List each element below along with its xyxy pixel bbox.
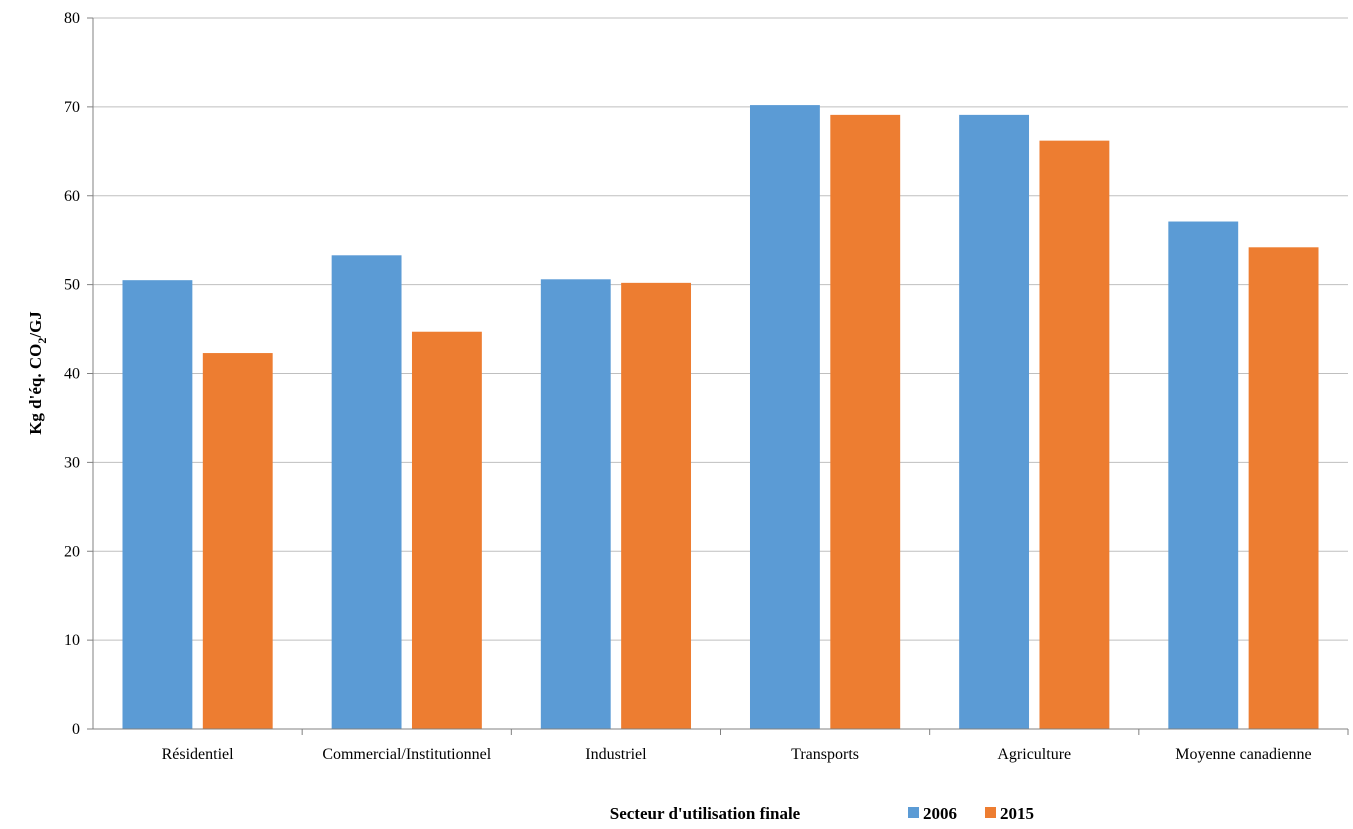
bar-2015-1: [411, 331, 482, 729]
bar-2015-4: [1039, 140, 1110, 729]
legend: 2006 2015: [908, 804, 1034, 823]
y-tick-label: 40: [64, 366, 80, 383]
y-tick-label: 30: [64, 454, 80, 471]
legend-label-2006: 2006: [923, 804, 957, 823]
x-tick-labels: Résidentiel Commercial/Institutionnel Indu…: [162, 746, 1312, 763]
bar-2006-1: [331, 255, 402, 729]
y-tick-label: 0: [72, 721, 80, 738]
y-tick-labels: 0 10 20 30 40 50 60 70 80: [64, 10, 80, 738]
x-tick-label: Moyenne canadienne: [1175, 746, 1311, 763]
x-tick-label: Commercial/Institutionnel: [322, 746, 491, 763]
bar-2015-5: [1248, 247, 1319, 730]
legend-swatch-2015: [985, 807, 996, 818]
bar-2015-0: [202, 353, 273, 729]
x-tick-label: Industriel: [585, 746, 647, 763]
bar-2015-3: [830, 114, 901, 729]
y-axis-title: Kg d'éq. CO2/GJ: [26, 311, 49, 435]
x-axis-title: Secteur d'utilisation finale: [610, 804, 801, 823]
x-tick-label: Transports: [791, 746, 859, 763]
bar-2006-4: [959, 114, 1030, 729]
y-tick-label: 50: [64, 277, 80, 294]
axes: [87, 17, 1349, 735]
x-tick-label: Résidentiel: [162, 746, 235, 763]
y-tick-label: 20: [64, 543, 80, 560]
y-tick-label: 60: [64, 188, 80, 205]
legend-label-2015: 2015: [1000, 804, 1034, 823]
y-axis-title-suffix: /GJ: [26, 311, 45, 339]
y-axis-title-prefix: Kg d'éq. CO: [26, 344, 45, 435]
bars: [122, 105, 1319, 730]
y-tick-label: 80: [64, 10, 80, 27]
bar-2006-5: [1168, 221, 1239, 729]
legend-swatch-2006: [908, 807, 919, 818]
y-tick-label: 70: [64, 99, 80, 116]
y-axis-title-subscript: 2: [35, 338, 49, 344]
bar-2006-2: [540, 279, 611, 729]
bar-2006-0: [122, 280, 193, 729]
x-tick-label: Agriculture: [997, 746, 1071, 763]
bar-2006-3: [749, 105, 820, 729]
bar-2015-2: [621, 282, 692, 729]
y-tick-label: 10: [64, 632, 80, 649]
gridlines: [93, 17, 1348, 641]
